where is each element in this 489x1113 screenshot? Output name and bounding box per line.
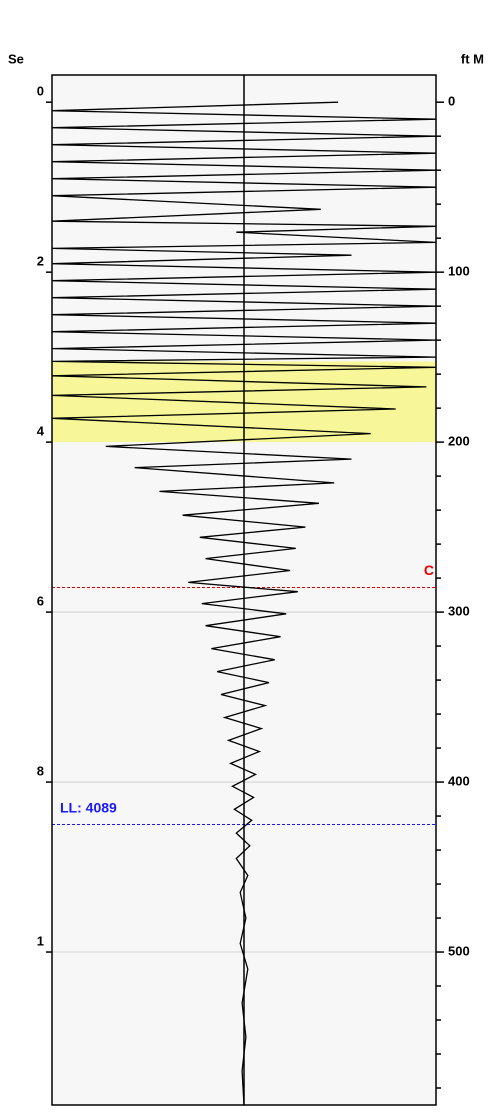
y-tick-label: 4: [37, 424, 45, 439]
annotation-label: C: [424, 562, 434, 578]
y-tick-label: 6: [37, 594, 44, 609]
annotation-label: LL: 4089: [60, 799, 117, 815]
wiggle-trace: [52, 101, 436, 1105]
y2-axis-label: ft M: [461, 51, 484, 66]
plot-layer: [52, 75, 436, 1105]
y2-tick-label: 400: [448, 774, 470, 789]
y2-tick-label: 300: [448, 604, 470, 619]
plot-frame: [51, 74, 437, 1106]
y-tick-label: 0: [37, 84, 44, 99]
y-tick-label: 2: [37, 254, 44, 269]
y2-tick-label: 0: [448, 94, 455, 109]
y2-tick-label: 500: [448, 943, 470, 958]
y2-tick-label: 100: [448, 264, 470, 279]
y-tick-label: 8: [37, 764, 44, 779]
y-axis-label: Se: [8, 51, 24, 66]
y2-tick-label: 200: [448, 434, 470, 449]
y-tick-label: 1: [37, 933, 44, 948]
